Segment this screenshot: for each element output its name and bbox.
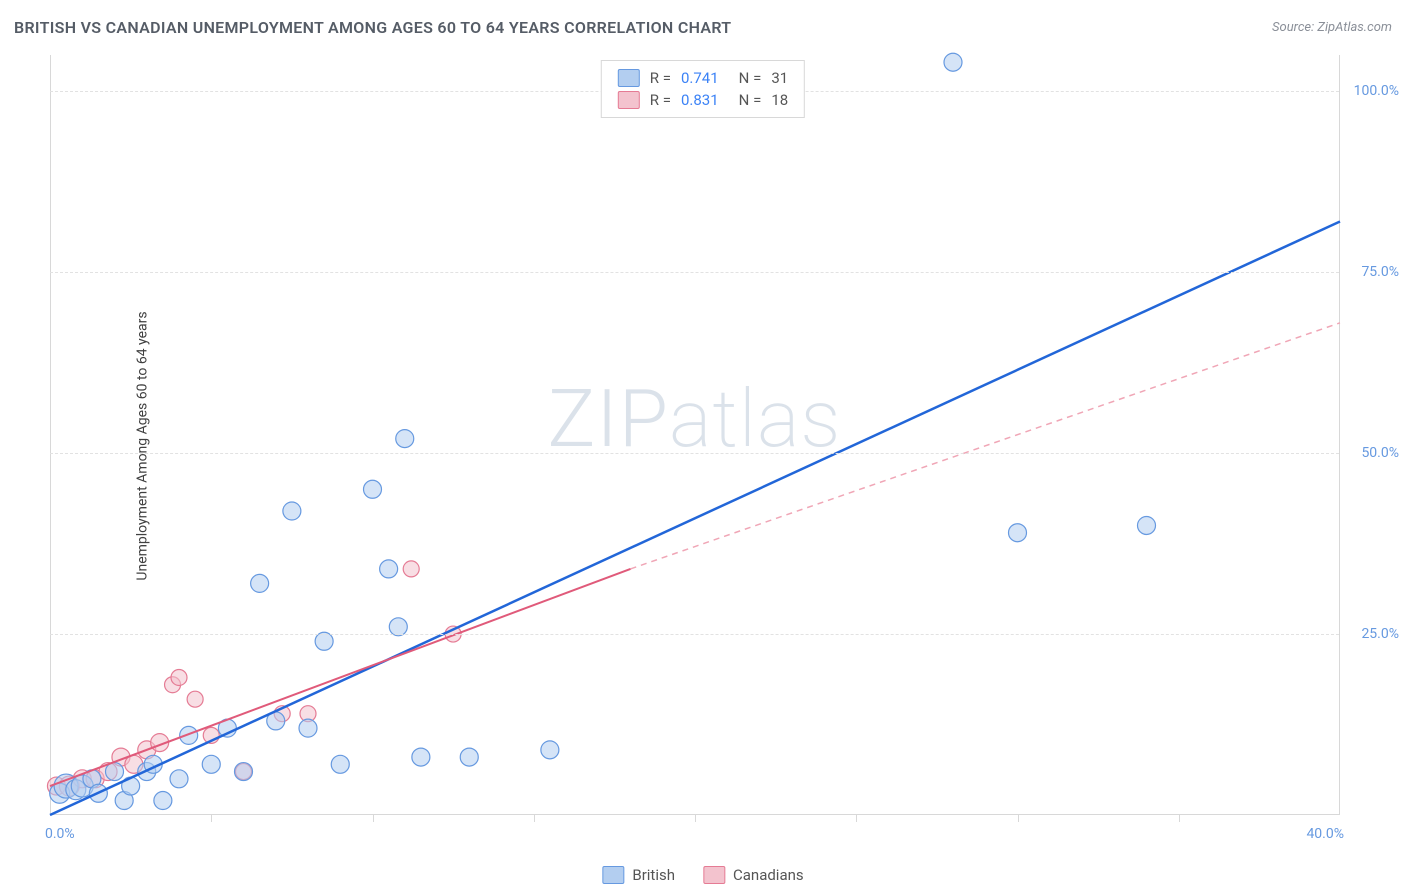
data-point	[235, 763, 253, 781]
chart-svg	[50, 55, 1339, 814]
stats-row: R = 0.741 N = 31	[618, 67, 788, 89]
legend-label: Canadians	[733, 866, 804, 884]
legend-label: British	[632, 866, 675, 884]
data-point	[403, 561, 419, 577]
gridline-h	[50, 272, 1339, 273]
x-tick	[1018, 814, 1019, 822]
stats-r-value: 0.831	[681, 91, 719, 109]
stats-r-label: R =	[650, 69, 671, 87]
data-point	[170, 770, 188, 788]
data-point	[171, 669, 187, 685]
chart-title: BRITISH VS CANADIAN UNEMPLOYMENT AMONG A…	[14, 18, 731, 37]
data-point	[202, 755, 220, 773]
data-point	[180, 726, 198, 744]
y-tick-label: 75.0%	[1344, 264, 1399, 280]
data-point	[331, 755, 349, 773]
data-point	[299, 719, 317, 737]
x-tick	[695, 814, 696, 822]
title-bar: BRITISH VS CANADIAN UNEMPLOYMENT AMONG A…	[14, 18, 1392, 37]
stats-n-label: N =	[739, 91, 762, 109]
gridline-h	[50, 453, 1339, 454]
x-max-label: 40.0%	[1306, 826, 1344, 842]
data-point	[1138, 516, 1156, 534]
data-point	[396, 430, 414, 448]
legend: British Canadians	[602, 866, 803, 884]
stats-swatch	[618, 91, 640, 109]
stats-r-label: R =	[650, 91, 671, 109]
data-point	[944, 53, 962, 71]
stats-n-label: N =	[739, 69, 762, 87]
legend-swatch	[703, 866, 725, 884]
data-point	[541, 741, 559, 759]
stats-box: R = 0.741 N = 31 R = 0.831 N = 18	[601, 60, 805, 118]
stats-n-value: 31	[771, 69, 788, 87]
stats-swatch	[618, 69, 640, 87]
data-point	[283, 502, 301, 520]
x-tick	[856, 814, 857, 822]
legend-swatch	[602, 866, 624, 884]
x-tick	[211, 814, 212, 822]
data-point	[154, 792, 172, 810]
x-tick	[373, 814, 374, 822]
data-point	[187, 691, 203, 707]
data-point	[412, 748, 430, 766]
data-point	[364, 480, 382, 498]
data-point	[460, 748, 478, 766]
stats-row: R = 0.831 N = 18	[618, 89, 788, 111]
stats-r-value: 0.741	[681, 69, 719, 87]
data-point	[1009, 524, 1027, 542]
x-tick	[534, 814, 535, 822]
legend-item: Canadians	[703, 866, 804, 884]
data-point	[251, 574, 269, 592]
source-credit: Source: ZipAtlas.com	[1272, 20, 1392, 35]
legend-item: British	[602, 866, 675, 884]
plot-area: ZIPatlas 0.0% 40.0% 25.0%50.0%75.0%100.0…	[50, 55, 1340, 815]
x-tick	[1179, 814, 1180, 822]
y-tick-label: 50.0%	[1344, 445, 1399, 461]
trend-line-extension	[631, 323, 1341, 569]
gridline-h	[50, 634, 1339, 635]
stats-n-value: 18	[771, 91, 788, 109]
data-point	[380, 560, 398, 578]
y-tick-label: 100.0%	[1344, 83, 1399, 99]
x-origin-label: 0.0%	[45, 826, 75, 842]
y-tick-label: 25.0%	[1344, 626, 1399, 642]
